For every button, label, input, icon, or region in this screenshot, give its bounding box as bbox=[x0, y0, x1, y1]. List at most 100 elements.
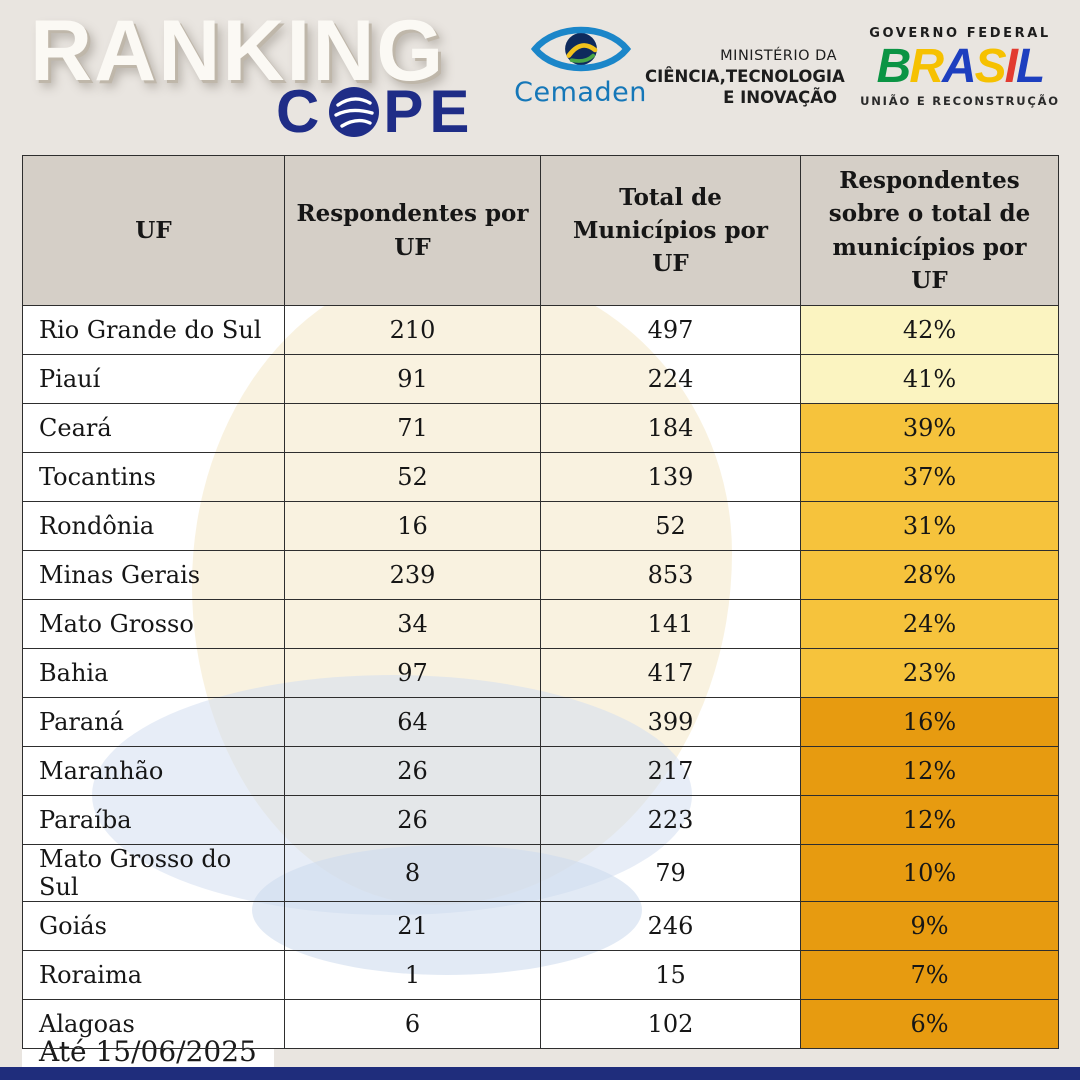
brasil-letter: I bbox=[1004, 40, 1018, 93]
column-header-percentual: Respondentes sobre o total de municípios… bbox=[800, 154, 1059, 307]
cell-total-municipios: 417 bbox=[540, 648, 801, 699]
cell-respondentes: 8 bbox=[284, 844, 541, 903]
mcti-logo: MINISTÉRIO DA CIÊNCIA,TECNOLOGIA E INOVA… bbox=[645, 48, 845, 108]
cell-respondentes: 71 bbox=[284, 403, 541, 454]
table-row: Mato Grosso 34 141 24% bbox=[22, 599, 1059, 650]
cell-respondentes: 210 bbox=[284, 305, 541, 356]
cell-respondentes: 91 bbox=[284, 354, 541, 405]
table-row: Mato Grosso do Sul 8 79 10% bbox=[22, 844, 1059, 903]
table-row: Alagoas 6 102 6% bbox=[22, 999, 1059, 1050]
column-header-total: Total de Municípios por UF bbox=[540, 154, 801, 307]
title-cope-post: PE bbox=[383, 78, 476, 145]
uniao-reconstrucao-label: UNIÃO E RECONSTRUÇÃO bbox=[860, 94, 1060, 108]
cell-total-municipios: 52 bbox=[540, 501, 801, 552]
cell-percentual: 41% bbox=[800, 354, 1059, 405]
cell-uf: Mato Grosso bbox=[22, 599, 285, 650]
table-row: Tocantins 52 139 37% bbox=[22, 452, 1059, 503]
cell-respondentes: 64 bbox=[284, 697, 541, 748]
cell-respondentes: 21 bbox=[284, 901, 541, 952]
table-row: Bahia 97 417 23% bbox=[22, 648, 1059, 699]
table-row: Paraná 64 399 16% bbox=[22, 697, 1059, 748]
ranking-table: UF Respondentes por UF Total de Municípi… bbox=[22, 154, 1059, 1050]
cell-uf: Ceará bbox=[22, 403, 285, 454]
cell-percentual: 6% bbox=[800, 999, 1059, 1050]
cell-percentual: 31% bbox=[800, 501, 1059, 552]
cell-respondentes: 16 bbox=[284, 501, 541, 552]
table-row: Ceará 71 184 39% bbox=[22, 403, 1059, 454]
brasil-letter: R bbox=[909, 40, 944, 93]
globe-icon bbox=[329, 87, 380, 137]
table-row: Rondônia 16 52 31% bbox=[22, 501, 1059, 552]
cell-total-municipios: 141 bbox=[540, 599, 801, 650]
cell-percentual: 7% bbox=[800, 950, 1059, 1001]
cell-respondentes: 239 bbox=[284, 550, 541, 601]
header: RANKING C PE Cemaden MINISTÉRIO DA CIÊNC… bbox=[0, 0, 1080, 155]
brasil-letter: L bbox=[1016, 40, 1045, 93]
bottom-navy-bar bbox=[0, 1067, 1080, 1080]
cell-uf: Alagoas bbox=[22, 999, 285, 1050]
cell-total-municipios: 246 bbox=[540, 901, 801, 952]
cell-percentual: 16% bbox=[800, 697, 1059, 748]
table-row: Roraima 1 15 7% bbox=[22, 950, 1059, 1001]
column-header-respondentes: Respondentes por UF bbox=[284, 154, 541, 307]
ranking-table-container: UF Respondentes por UF Total de Municípi… bbox=[22, 154, 1059, 1050]
cell-respondentes: 97 bbox=[284, 648, 541, 699]
title-ranking: RANKING bbox=[30, 3, 446, 99]
cell-total-municipios: 139 bbox=[540, 452, 801, 503]
cell-total-municipios: 224 bbox=[540, 354, 801, 405]
cell-uf: Paraíba bbox=[22, 795, 285, 846]
cell-uf: Bahia bbox=[22, 648, 285, 699]
cell-respondentes: 1 bbox=[284, 950, 541, 1001]
cell-percentual: 42% bbox=[800, 305, 1059, 356]
cell-uf: Rondônia bbox=[22, 501, 285, 552]
cell-respondentes: 26 bbox=[284, 746, 541, 797]
table-row: Rio Grande do Sul 210 497 42% bbox=[22, 305, 1059, 356]
table-header: UF Respondentes por UF Total de Municípi… bbox=[22, 154, 1059, 307]
column-header-uf: UF bbox=[22, 154, 285, 307]
cell-uf: Rio Grande do Sul bbox=[22, 305, 285, 356]
table-row: Minas Gerais 239 853 28% bbox=[22, 550, 1059, 601]
cell-uf: Roraima bbox=[22, 950, 285, 1001]
cell-total-municipios: 853 bbox=[540, 550, 801, 601]
cemaden-eye-icon bbox=[530, 26, 631, 72]
cell-uf: Mato Grosso do Sul bbox=[22, 844, 285, 903]
cell-percentual: 24% bbox=[800, 599, 1059, 650]
cemaden-logo: Cemaden bbox=[503, 20, 658, 108]
cell-respondentes: 52 bbox=[284, 452, 541, 503]
brasil-letter: A bbox=[941, 40, 977, 93]
cell-uf: Paraná bbox=[22, 697, 285, 748]
cell-respondentes: 6 bbox=[284, 999, 541, 1050]
cell-percentual: 12% bbox=[800, 746, 1059, 797]
brasil-letter: B bbox=[876, 40, 912, 93]
cell-percentual: 10% bbox=[800, 844, 1059, 903]
cell-total-municipios: 15 bbox=[540, 950, 801, 1001]
cell-respondentes: 26 bbox=[284, 795, 541, 846]
cell-total-municipios: 79 bbox=[540, 844, 801, 903]
mcti-line: CIÊNCIA,TECNOLOGIA bbox=[645, 67, 845, 86]
mcti-line: E INOVAÇÃO bbox=[723, 87, 837, 107]
cell-percentual: 39% bbox=[800, 403, 1059, 454]
governo-federal-label: GOVERNO FEDERAL bbox=[869, 26, 1051, 41]
cell-percentual: 12% bbox=[800, 795, 1059, 846]
cell-total-municipios: 399 bbox=[540, 697, 801, 748]
table-header-row: UF Respondentes por UF Total de Municípi… bbox=[22, 154, 1059, 307]
cell-total-municipios: 217 bbox=[540, 746, 801, 797]
brasil-letter: S bbox=[974, 40, 1007, 93]
cell-uf: Maranhão bbox=[22, 746, 285, 797]
table-row: Goiás 21 246 9% bbox=[22, 901, 1059, 952]
table-row: Piauí 91 224 41% bbox=[22, 354, 1059, 405]
cemaden-wordmark: Cemaden bbox=[514, 77, 647, 108]
cell-percentual: 37% bbox=[800, 452, 1059, 503]
title-cope: C PE bbox=[276, 82, 475, 142]
cell-uf: Tocantins bbox=[22, 452, 285, 503]
cell-respondentes: 34 bbox=[284, 599, 541, 650]
cell-uf: Minas Gerais bbox=[22, 550, 285, 601]
cell-total-municipios: 184 bbox=[540, 403, 801, 454]
cell-uf: Piauí bbox=[22, 354, 285, 405]
cell-percentual: 28% bbox=[800, 550, 1059, 601]
table-row: Maranhão 26 217 12% bbox=[22, 746, 1059, 797]
table-body: Rio Grande do Sul 210 497 42% Piauí 91 2… bbox=[22, 305, 1059, 1050]
cell-total-municipios: 102 bbox=[540, 999, 801, 1050]
